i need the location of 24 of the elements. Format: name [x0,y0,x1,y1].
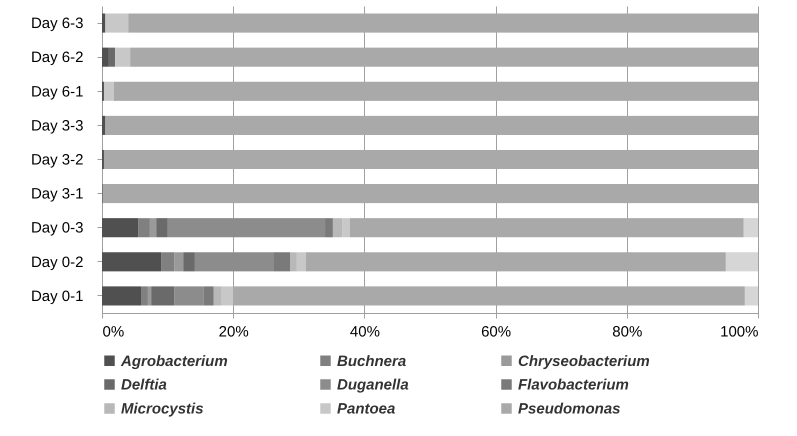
legend-label: Agrobacterium [120,352,228,370]
legend-label: Buchnera [337,352,406,370]
y-tick-label: Day 0-1 [30,288,84,305]
legend-label: Flavobacterium [518,376,629,394]
y-tick-label: Day 6-1 [30,83,84,100]
x-tick-label: 0% [102,324,124,340]
x-tick-label: 80% [612,324,642,340]
y-tick-label: Day 3-3 [30,117,84,134]
y-tick-label: Day 6-3 [30,15,84,32]
x-tick-label: 20% [218,324,249,340]
x-tick-label: 40% [350,324,380,340]
legend-label: Pseudomonas [518,400,621,418]
x-tick-label: 100% [720,324,758,340]
legend-label: Pantoea [337,400,396,418]
y-tick-label: Day 0-2 [30,254,84,271]
y-tick-label: Day 3-2 [30,152,84,168]
y-tick-label: Day 6-2 [30,49,84,66]
legend-label: Delftia [121,376,167,394]
legend-label: Chryseobacterium [518,352,650,370]
legend-label: Duganella [337,376,409,394]
y-tick-label: Day 0-3 [30,220,84,237]
x-tick-label: 60% [481,324,512,340]
y-tick-label: Day 3-1 [30,186,84,203]
legend-label: Microcystis [121,400,204,418]
